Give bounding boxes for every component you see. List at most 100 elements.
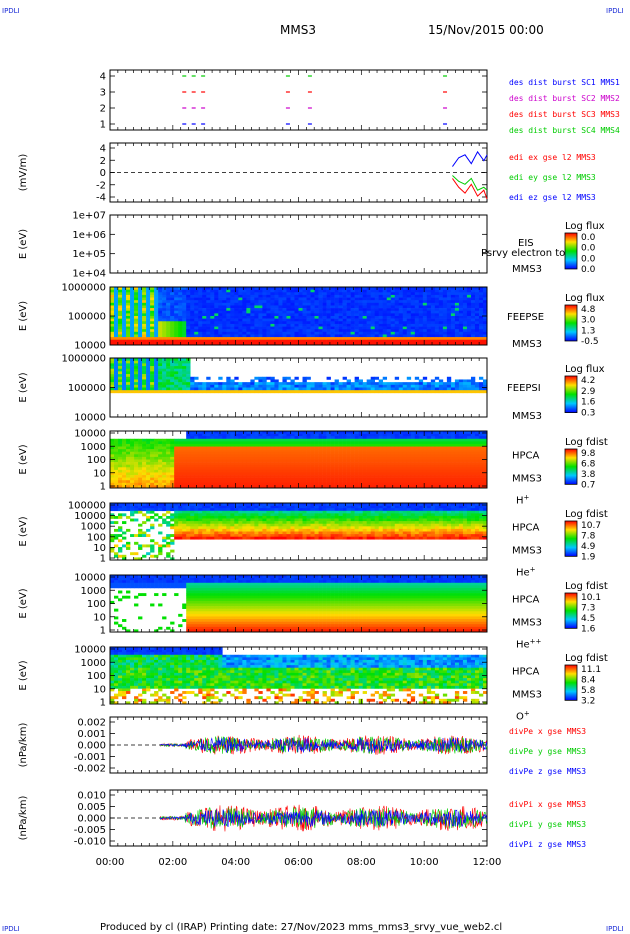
spectrogram-cell [298,292,303,296]
spectrogram-cell [122,451,127,455]
spectrogram-cell [414,376,420,380]
spectrogram-cell [354,390,359,394]
spectrogram-cell [290,449,295,453]
spectrogram-cell [334,287,339,290]
spectrogram-cell [466,384,472,388]
spectrogram-cell [374,331,380,335]
y-tick-label-4: 10000 [74,413,106,424]
spectrogram-cell [146,464,151,468]
spectrogram-cell [334,433,339,437]
spectrogram-cell [306,449,311,453]
spectrogram-cell [342,305,347,309]
spectrogram-cell [194,310,199,314]
spectrogram-cell [198,305,203,309]
spectrogram-cell [154,462,159,465]
spectrogram-cell [158,382,163,386]
spectrogram-cell [378,323,384,327]
spectrogram-cell [250,482,255,486]
spectrogram-cell [362,475,367,478]
spectrogram-cell [270,436,275,440]
spectrogram-cell [162,339,167,343]
spectrogram-cell [250,334,255,338]
spectrogram-cell [374,384,380,388]
spectrogram-cell [126,308,131,312]
spectrogram-cell [290,321,295,325]
spectrogram-cell [314,482,319,486]
spectrogram-cell [386,294,392,298]
spectrogram-cell [470,379,476,383]
spectrogram-cell [142,321,147,325]
spectrogram-cell [310,329,315,333]
spacecraft-label-4: MMS3 [512,411,542,422]
spectrogram-cell [174,300,179,304]
spectrogram-cell [262,310,267,314]
spectrogram-cell [314,300,319,304]
spectrogram-cell [330,485,335,489]
spectrogram-cell [110,384,115,388]
spectrogram-cell [338,436,343,440]
spectrogram-cell [314,382,319,386]
spectrogram-cell [174,294,179,298]
spectrogram-cell [474,310,480,314]
spectrogram-cell [338,384,343,388]
spectrogram-cell [466,308,472,312]
spectrogram-cell [178,334,183,338]
spectrogram-cell [382,323,388,327]
spectrogram-cell [166,371,171,375]
spectrogram-cell [218,441,223,445]
spectrogram-cell [150,441,155,445]
spectrogram-cell [346,300,351,304]
spectrogram-cell [234,433,239,437]
spectrogram-cell [406,446,412,450]
spectrogram-cell [178,305,183,309]
spectrogram-cell [274,384,279,388]
spectrogram-cell [234,456,239,460]
spectrogram-cell [346,313,351,317]
spectrogram-cell [258,449,263,453]
spectrogram-cell [182,339,187,343]
spectrogram-cell [370,464,376,468]
spectrogram-cell [262,302,267,306]
spectrogram-cell [274,482,279,486]
spectrogram-cell [378,289,384,293]
spectrogram-cell [274,289,279,293]
spectrogram-cell [266,436,271,440]
spectrogram-cell [130,387,135,391]
spectrogram-cell [342,287,347,290]
spectrogram-cell [482,339,488,343]
spectrogram-cell [134,321,139,325]
spectrogram-cell [406,318,412,322]
spectrogram-cell [146,462,151,465]
spectrogram-cell [302,308,307,312]
spectrogram-cell [318,459,323,463]
spectrogram-cell [346,316,351,319]
spectrogram-cell [466,316,472,319]
spectrogram-cell [178,446,183,450]
spectrogram-cell [266,321,271,325]
spectrogram-cell [266,308,271,312]
spectrogram-cell [162,294,167,298]
spectrogram-cell [442,289,448,293]
spectrogram-cell [418,443,424,447]
spectrogram-cell [202,477,207,481]
spectrogram-cell [430,294,436,298]
spectrogram-cell [138,289,143,293]
spectrogram-cell [142,310,147,314]
spectrogram-cell [406,387,412,391]
spectrogram-cell [150,443,155,447]
spectrogram-cell [134,467,139,471]
spectrogram-cell [190,431,195,434]
spectrogram-cell [202,294,207,298]
spectrogram-cell [218,446,223,450]
spectrogram-cell [222,477,227,481]
spectrogram-cell [146,376,151,380]
spectrogram-cell [310,443,315,447]
spectrogram-cell [138,287,143,290]
spectrogram-cell [442,305,448,309]
spectrogram-cell [154,459,159,463]
spectrogram-cell [218,390,223,394]
spectrogram-cell [482,342,488,346]
spectrogram-cell [118,366,123,370]
spectrogram-cell [174,462,179,465]
spectrogram-cell [382,464,388,468]
